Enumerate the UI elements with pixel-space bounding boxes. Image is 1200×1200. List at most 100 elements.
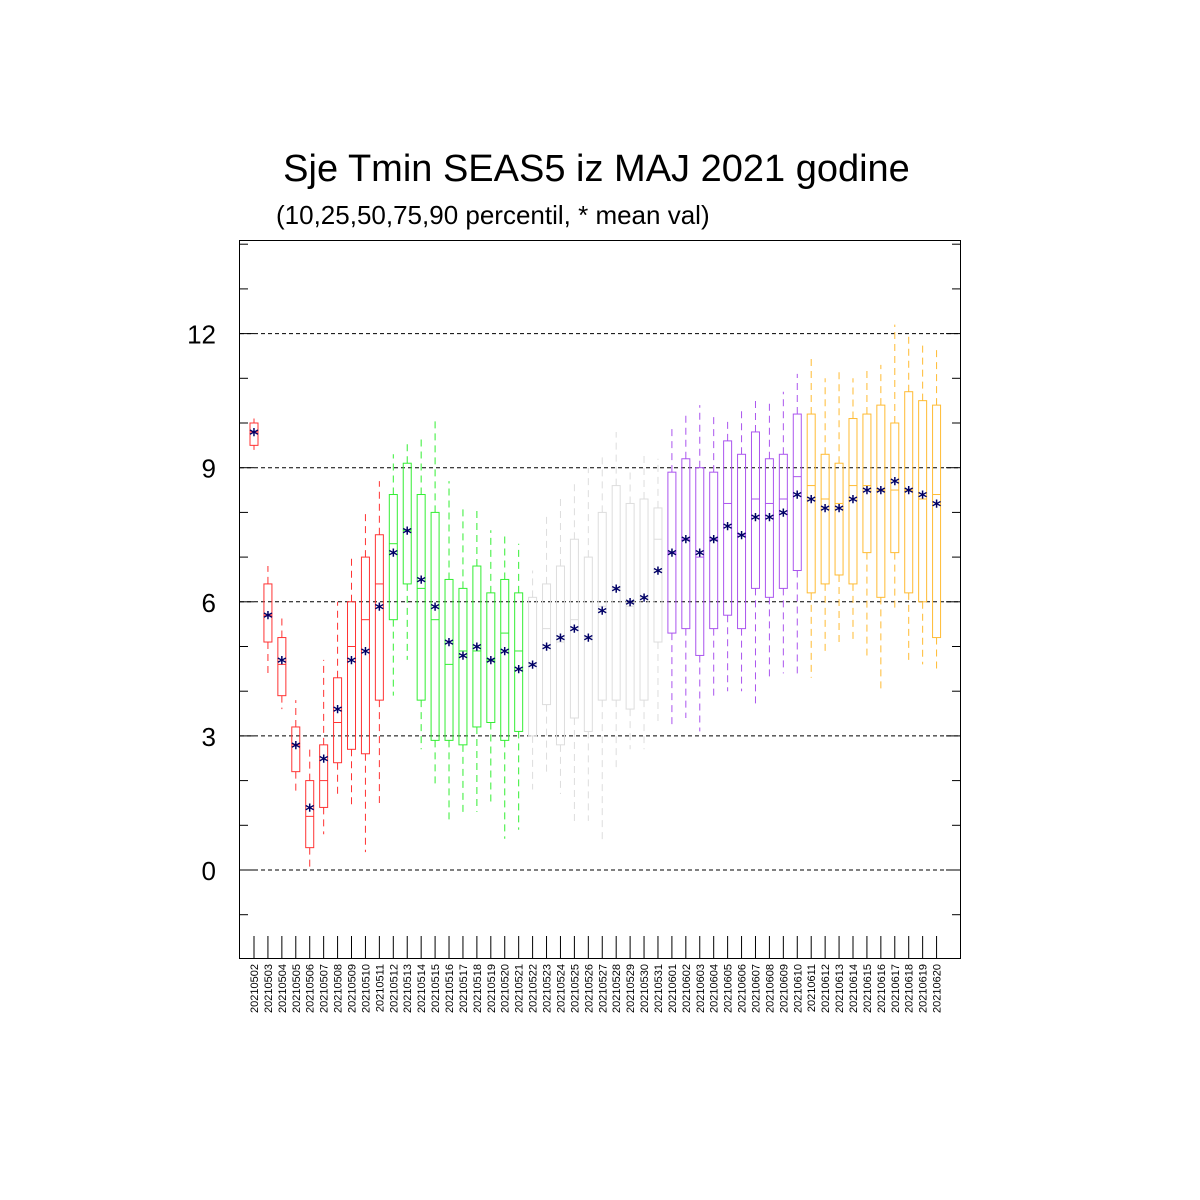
box-20210513 bbox=[402, 440, 412, 660]
iqr-box bbox=[764, 458, 774, 598]
iqr-box bbox=[918, 400, 928, 603]
iqr-box bbox=[305, 780, 315, 849]
box-20210518 bbox=[472, 507, 482, 812]
iqr-box bbox=[402, 462, 412, 585]
mean-marker: * bbox=[319, 751, 329, 772]
iqr-box bbox=[486, 592, 496, 723]
x-tick-label: 20210525 bbox=[569, 964, 581, 1013]
box-20210614 bbox=[848, 378, 858, 643]
iqr-box bbox=[695, 467, 705, 656]
iqr-box bbox=[611, 485, 621, 701]
mean-marker: * bbox=[765, 510, 775, 531]
x-tick-label: 20210506 bbox=[305, 964, 317, 1013]
x-tick-label: 20210518 bbox=[472, 964, 484, 1013]
box-20210620 bbox=[932, 347, 942, 669]
box-20210604 bbox=[709, 414, 719, 701]
mean-marker: * bbox=[556, 631, 566, 652]
x-tick-label: 20210507 bbox=[319, 964, 331, 1013]
box-20210608 bbox=[764, 400, 774, 678]
box-20210512 bbox=[388, 454, 398, 696]
iqr-box bbox=[862, 413, 872, 554]
box-20210517 bbox=[458, 507, 468, 812]
box-20210507 bbox=[319, 659, 329, 835]
iqr-box bbox=[932, 404, 942, 639]
axis-ticks bbox=[240, 243, 960, 958]
plot-frame bbox=[239, 240, 961, 959]
box-20210503 bbox=[263, 566, 273, 674]
mean-marker: * bbox=[848, 492, 858, 513]
x-tick-label: 20210601 bbox=[667, 964, 679, 1013]
x-tick-label: 20210511 bbox=[374, 964, 386, 1012]
box-20210525 bbox=[569, 481, 579, 826]
mean-marker: * bbox=[820, 501, 830, 522]
box-20210615 bbox=[862, 369, 872, 656]
mean-marker: * bbox=[667, 546, 677, 567]
chart-subtitle: (10,25,50,75,90 percentil, * mean val) bbox=[276, 200, 710, 230]
mean-marker: * bbox=[862, 483, 872, 504]
iqr-box bbox=[291, 726, 301, 773]
mean-marker: * bbox=[751, 510, 761, 531]
x-tick-label: 20210528 bbox=[611, 964, 623, 1013]
x-tick-label: 20210612 bbox=[820, 964, 832, 1013]
box-20210509 bbox=[347, 557, 357, 808]
x-tick-label: 20210606 bbox=[737, 964, 749, 1013]
x-tick-label: 20210523 bbox=[542, 964, 554, 1013]
x-tick-label: 20210502 bbox=[249, 964, 261, 1013]
box-20210523 bbox=[542, 516, 552, 777]
x-tick-label: 20210619 bbox=[918, 964, 930, 1013]
grid-lines bbox=[240, 333, 960, 871]
x-tick-label: 20210520 bbox=[500, 964, 512, 1013]
box-20210603 bbox=[695, 405, 705, 732]
x-tick-label: 20210618 bbox=[904, 964, 916, 1013]
x-tick-label: 20210609 bbox=[778, 964, 790, 1013]
box-20210520 bbox=[500, 534, 510, 839]
box-20210609 bbox=[778, 391, 788, 674]
mean-marker: * bbox=[500, 644, 510, 665]
x-tick-label: 20210515 bbox=[430, 964, 442, 1013]
iqr-box bbox=[639, 498, 649, 701]
mean-marker: * bbox=[611, 581, 621, 602]
mean-marker: * bbox=[584, 631, 594, 652]
box-20210530 bbox=[639, 454, 649, 750]
iqr-box bbox=[681, 458, 691, 630]
iqr-box bbox=[263, 583, 273, 643]
mean-marker: * bbox=[389, 546, 399, 567]
mean-marker: * bbox=[486, 653, 496, 674]
mean-marker: * bbox=[458, 648, 468, 669]
x-tick-label: 20210604 bbox=[709, 964, 721, 1013]
mean-markers: ******** ******** ** ** ** * * **** ******* ** * **… bbox=[249, 425, 942, 821]
boxes bbox=[249, 324, 942, 870]
iqr-box bbox=[723, 440, 733, 616]
mean-marker: * bbox=[598, 604, 608, 625]
x-tick-label: 20210514 bbox=[416, 964, 428, 1013]
iqr-box bbox=[500, 578, 510, 741]
iqr-box bbox=[653, 507, 663, 643]
mean-marker: * bbox=[375, 599, 385, 620]
mean-marker: * bbox=[653, 564, 663, 585]
x-tick-label: 20210516 bbox=[444, 964, 456, 1013]
mean-marker: * bbox=[542, 640, 552, 661]
iqr-box bbox=[430, 511, 440, 741]
box-20210511 bbox=[374, 481, 384, 803]
iqr-box bbox=[569, 538, 579, 719]
box-20210526 bbox=[583, 467, 593, 821]
box-20210522 bbox=[528, 570, 538, 790]
iqr-box bbox=[333, 677, 343, 764]
x-tick-label: 20210505 bbox=[291, 964, 303, 1013]
iqr-box bbox=[583, 556, 593, 732]
mean-marker: * bbox=[528, 657, 538, 678]
mean-marker: * bbox=[904, 483, 914, 504]
box-20210508 bbox=[333, 601, 343, 799]
box-20210611 bbox=[806, 355, 816, 678]
box-20210619 bbox=[918, 342, 928, 665]
x-tick-label: 20210503 bbox=[263, 964, 275, 1013]
x-tick-label: 20210616 bbox=[876, 964, 888, 1013]
box-20210606 bbox=[737, 409, 747, 692]
y-tick-label: 9 bbox=[202, 454, 216, 484]
mean-marker: * bbox=[249, 425, 259, 446]
box-20210519 bbox=[486, 530, 496, 803]
iqr-box bbox=[750, 431, 760, 589]
x-tick-label: 20210614 bbox=[848, 964, 860, 1013]
y-tick-label: 12 bbox=[187, 320, 216, 350]
